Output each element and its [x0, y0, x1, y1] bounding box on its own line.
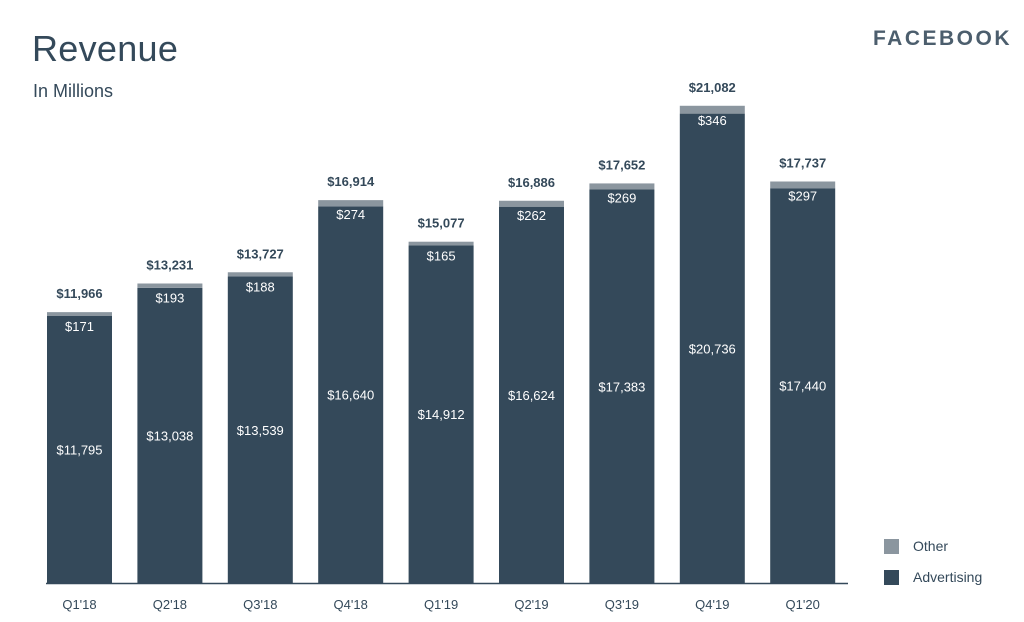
bar-other — [47, 312, 112, 317]
bar-other — [227, 272, 293, 277]
bar-other — [137, 283, 203, 288]
legend-swatch-advertising — [884, 569, 899, 585]
data-label-other: $171 — [65, 319, 94, 334]
data-label-other: $297 — [788, 188, 817, 203]
data-label-other: $346 — [698, 113, 727, 128]
page-title: Revenue — [32, 28, 179, 69]
data-label-advertising: $20,736 — [689, 341, 736, 356]
data-label-total: $13,727 — [237, 246, 284, 261]
x-tick-label: Q3'18 — [243, 597, 277, 612]
bar-advertising — [227, 276, 293, 583]
legend-swatch-other — [884, 538, 899, 554]
bar-other — [318, 200, 384, 207]
data-label-total: $17,737 — [779, 155, 826, 170]
bar-other — [499, 200, 564, 207]
bar-other — [589, 183, 655, 190]
x-tick-label: Q2'18 — [153, 597, 187, 612]
x-tick-label: Q3'19 — [605, 597, 639, 612]
data-label-other: $262 — [517, 208, 546, 223]
brand-logo: FACEBOOK — [872, 27, 1012, 50]
data-label-advertising: $13,539 — [237, 423, 284, 438]
data-label-other: $188 — [246, 279, 275, 294]
data-label-total: $17,652 — [598, 157, 645, 172]
x-tick-label: Q4'18 — [334, 597, 368, 612]
data-label-other: $269 — [607, 190, 636, 205]
legend-item-other: Other — [884, 537, 982, 555]
data-label-other: $193 — [155, 290, 184, 305]
bar-advertising — [137, 287, 203, 583]
x-tick-label: Q1'20 — [786, 597, 820, 612]
bar-advertising — [47, 316, 112, 583]
bar-advertising — [679, 113, 745, 583]
data-label-advertising: $13,038 — [146, 428, 193, 443]
x-tick-label: Q2'19 — [514, 597, 548, 612]
data-label-other: $274 — [336, 207, 365, 222]
page-subtitle: In Millions — [33, 81, 114, 101]
bar-other — [679, 105, 745, 114]
data-label-total: $16,886 — [508, 175, 555, 190]
data-label-advertising: $14,912 — [418, 407, 465, 422]
data-label-advertising: $16,624 — [508, 388, 555, 403]
legend-label-advertising: Advertising — [913, 569, 983, 585]
data-label-advertising: $17,440 — [779, 379, 826, 394]
bar-advertising — [770, 188, 836, 584]
legend-label-other: Other — [913, 538, 949, 554]
data-label-advertising: $11,795 — [56, 443, 102, 458]
bar-advertising — [408, 245, 474, 584]
x-tick-label: Q4'19 — [695, 597, 729, 612]
x-tick-label: Q1'19 — [424, 597, 458, 612]
bar-advertising — [318, 206, 384, 583]
data-label-total: $16,914 — [327, 174, 375, 189]
x-tick-label: Q1'18 — [62, 597, 96, 612]
data-label-total: $15,077 — [418, 216, 465, 231]
bar-other — [408, 241, 474, 246]
bar-advertising — [499, 206, 564, 583]
data-label-total: $21,082 — [689, 80, 736, 95]
bar-other — [770, 181, 836, 189]
data-label-advertising: $16,640 — [327, 388, 374, 403]
bar-advertising — [589, 189, 655, 583]
legend-item-advertising: Advertising — [884, 568, 982, 586]
chart-legend: Other Advertising — [884, 537, 982, 599]
data-label-total: $11,966 — [56, 286, 102, 301]
data-label-total: $13,231 — [146, 257, 193, 272]
data-label-other: $165 — [427, 249, 456, 264]
data-label-advertising: $17,383 — [598, 379, 645, 394]
